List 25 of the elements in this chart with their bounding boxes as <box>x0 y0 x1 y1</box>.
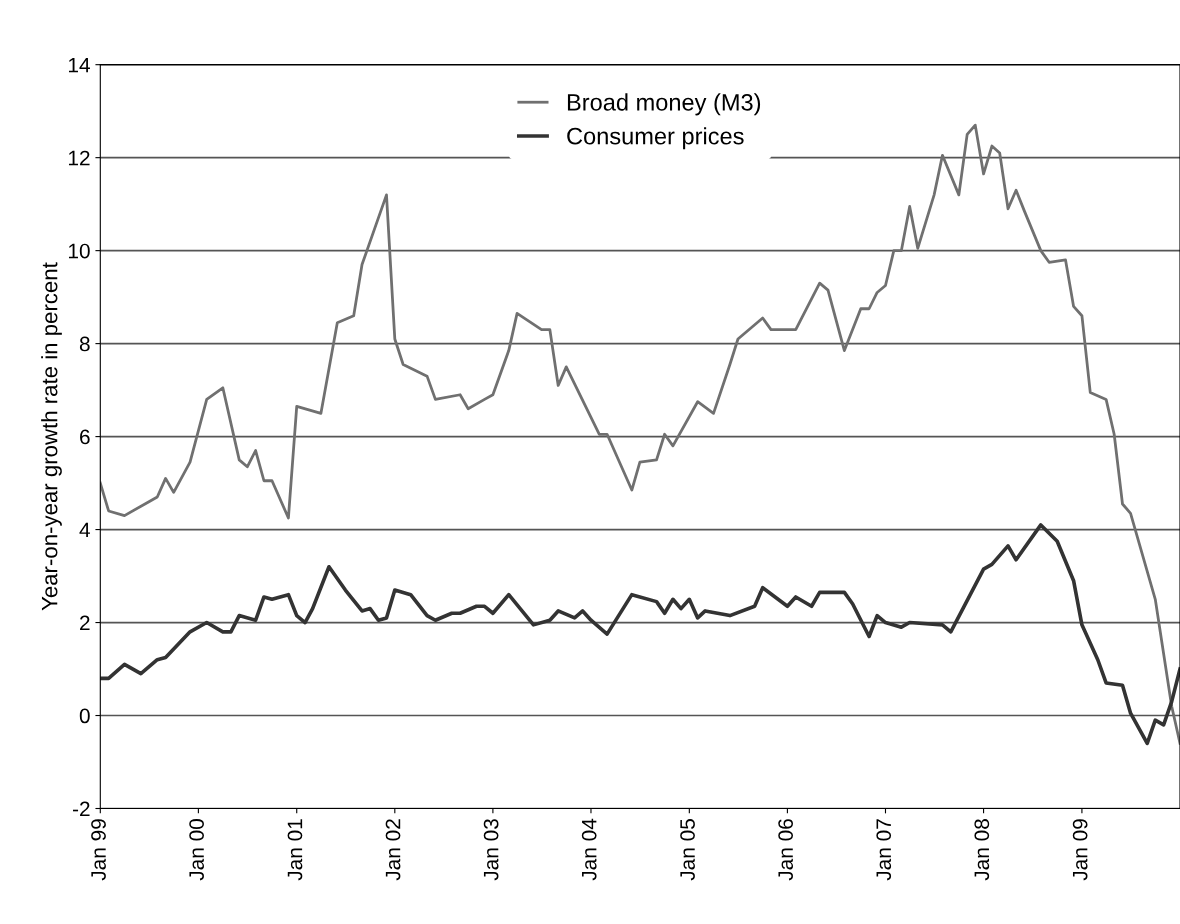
y-tick-label: 14 <box>69 57 90 73</box>
line-series <box>100 523 1180 746</box>
y-tick-label: 10 <box>69 243 90 259</box>
y-tick-label: 8 <box>79 336 90 352</box>
y-tick-label: 4 <box>79 522 90 538</box>
x-tick-label: Jan 03 <box>483 819 499 881</box>
y-tick-label: 0 <box>79 708 90 724</box>
y-tick-label: 2 <box>80 615 90 631</box>
x-tick-label: Jan 06 <box>778 819 793 881</box>
legend-label: Broad money (M3) <box>567 93 761 116</box>
line-series <box>100 123 1180 745</box>
y-tick-label: 6 <box>80 429 90 445</box>
x-tick-label: Jan 09 <box>1072 819 1088 881</box>
x-tick-label: Jan 08 <box>974 819 990 881</box>
y-tick-label: 12 <box>69 150 90 166</box>
y-tick-label: -2 <box>72 801 90 817</box>
x-tick-label: Jan 01 <box>287 819 303 881</box>
x-tick-label: Jan 00 <box>189 819 204 881</box>
y-axis-title: Year-on-year growth rate in percent <box>41 262 62 611</box>
x-tick-label: Jan 05 <box>680 819 695 881</box>
legend-label: Consumer prices <box>567 127 744 150</box>
x-tick-label: Jan 04 <box>581 818 597 881</box>
x-tick-label: Jan 99 <box>91 819 106 881</box>
x-tick-label: Jan 02 <box>385 819 401 881</box>
x-tick-label: Jan 07 <box>876 819 892 881</box>
